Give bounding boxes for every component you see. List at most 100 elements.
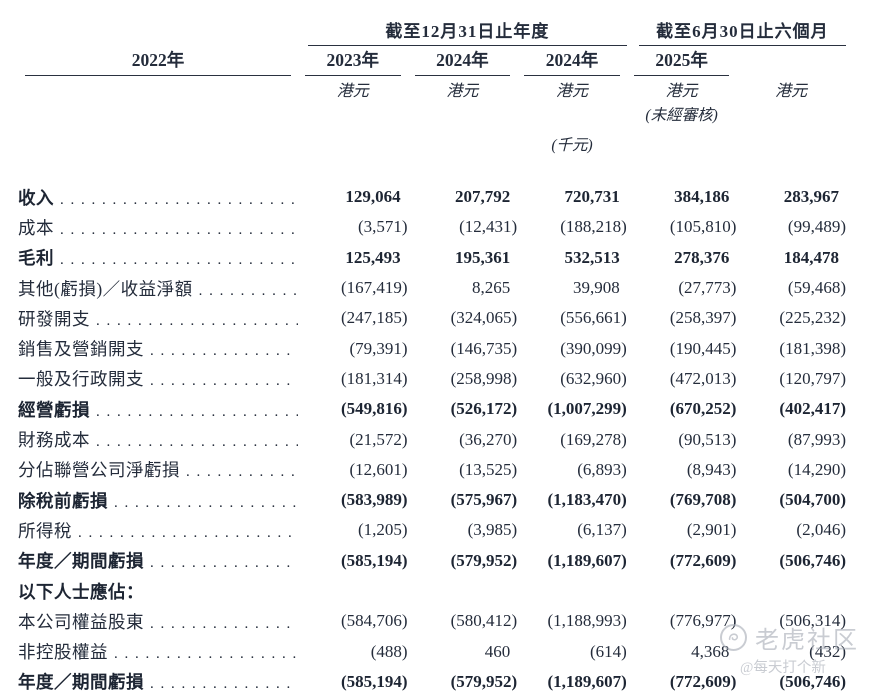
table-row: 經營虧損 (549,816) (526,172) (1,007,299) (67… [18,394,846,424]
value-cell: (146,735) [450,338,518,358]
row-label-cell: 研發開支 [18,306,298,331]
row-label-cell: 本公司權益股東 [18,609,298,634]
row-label: 成本 [18,217,54,238]
value-cell: (584,706) [341,611,408,631]
table-row: 以下人士應佔： [18,576,846,606]
value-cell: 532,513 [564,247,620,267]
value-cell: (3,985) [467,520,518,540]
value-cell: (324,065) [450,308,518,328]
row-label-cell: 收入 [18,185,298,210]
dot-leader [180,464,298,481]
row-label-cell: 以下人士應佔： [18,579,298,604]
row-label: 財務成本 [18,430,90,451]
value-cell: (21,572) [349,429,408,449]
value-cell: (580,412) [450,611,518,631]
value-cell: (579,952) [450,671,518,691]
row-label-cell: 年度／期間虧損 [18,669,298,694]
table-row: 除稅前虧損 (583,989) (575,967) (1,183,470) (7… [18,485,846,515]
row-label: 毛利 [18,248,54,269]
row-label-cell: 銷售及營銷開支 [18,336,298,361]
table-header-years: 2022年 2023年 2024年 2024年 2025年 [18,46,846,76]
value-cell: (181,314) [341,368,408,388]
value-cell: (549,816) [341,399,408,419]
column-group-annual-label: 截至12月31日止年度 [385,22,550,41]
value-cell: (776,977) [669,611,737,631]
value-cell: (1,007,299) [547,399,627,419]
value-cell: 4,368 [691,641,730,661]
table-header-groups: 截至12月31日止年度 截至6月30日止六個月 [18,14,846,46]
value-cell: (769,708) [669,490,737,510]
dot-leader [90,404,298,421]
currency-label-1: 港元 [336,83,369,100]
table-row: 毛利 125,493 195,361 532,513 278,376 184,4… [18,243,846,273]
row-label-cell: 非控股權益 [18,639,298,664]
row-label: 年度／期間虧損 [18,551,144,572]
dot-leader [144,555,298,572]
value-cell: (472,013) [669,368,737,388]
value-cell: (504,700) [779,490,846,510]
row-label: 研發開支 [18,308,90,329]
dot-leader [144,373,298,390]
currency-label-5: 港元 [775,83,808,100]
table-row: 研發開支 (247,185) (324,065) (556,661) (258,… [18,303,846,333]
row-label-cell: 一般及行政開支 [18,366,298,391]
row-label-cell: 所得稅 [18,518,298,543]
header-spacer [18,155,846,182]
row-label: 其他(虧損)／收益淨額 [18,278,193,299]
table-row: 本公司權益股東 (584,706) (580,412) (1,188,993) … [18,606,846,636]
row-label: 銷售及營銷開支 [18,339,144,360]
value-cell: (432) [809,641,846,661]
table-row: 所得稅 (1,205) (3,985) (6,137) (2,901) (2,0… [18,515,846,545]
table-row: 銷售及營銷開支 (79,391) (146,735) (390,099) (19… [18,333,846,363]
value-cell: (13,525) [459,459,518,479]
value-cell: 125,493 [345,247,401,267]
value-cell: (79,391) [349,338,408,358]
dot-leader [193,283,298,300]
value-cell: (402,417) [779,399,846,419]
row-label-cell: 年度／期間虧損 [18,548,298,573]
dot-leader [90,434,298,451]
row-label-cell: 財務成本 [18,427,298,452]
dot-leader [72,525,298,542]
value-cell: (772,609) [669,671,737,691]
table-header-currency: 港元 港元 港元 港元 港元 [18,76,846,103]
value-cell: (6,137) [577,520,627,540]
row-label-cell: 毛利 [18,245,298,270]
value-cell: (87,993) [787,429,846,449]
value-cell: (169,278) [560,429,627,449]
value-cell: (225,232) [779,308,846,328]
value-cell: (390,099) [560,338,627,358]
value-cell: 384,186 [674,187,730,207]
value-cell: (1,183,470) [547,490,627,510]
value-cell: (2,901) [686,520,737,540]
value-cell: (12,601) [349,459,408,479]
value-cell: 184,478 [783,247,839,267]
dot-leader [54,252,298,269]
column-header-year-2023: 2023年 [305,46,401,76]
column-group-annual: 截至12月31日止年度 [308,14,627,46]
value-cell: (506,314) [779,611,846,631]
row-label: 以下人士應佔： [18,581,144,602]
value-cell: (14,290) [787,459,846,479]
row-label-cell: 分佔聯營公司淨虧損 [18,457,298,482]
value-cell: (632,960) [560,368,627,388]
table-row: 收入 129,064 207,792 720,731 384,186 283,9… [18,182,846,212]
row-label: 分佔聯營公司淨虧損 [18,460,180,481]
row-label-cell: 成本 [18,215,298,240]
table-header-unaudited-row: (未經審核) [18,103,846,126]
row-label-cell: 其他(虧損)／收益淨額 [18,276,298,301]
table-row: 分佔聯營公司淨虧損 (12,601) (13,525) (6,893) (8,9… [18,455,846,485]
value-cell: (1,189,607) [547,671,627,691]
row-label: 非控股權益 [18,642,108,663]
value-cell: (181,398) [779,338,846,358]
value-cell: (2,046) [796,520,846,540]
value-cell: (579,952) [450,550,518,570]
value-cell: (772,609) [669,550,737,570]
value-cell: (27,773) [678,278,737,298]
dot-leader [108,495,298,512]
value-cell: (506,746) [779,550,846,570]
value-cell: (12,431) [459,217,518,237]
column-group-interim-label: 截至6月30日止六個月 [656,22,829,41]
row-label: 除稅前虧損 [18,490,108,511]
